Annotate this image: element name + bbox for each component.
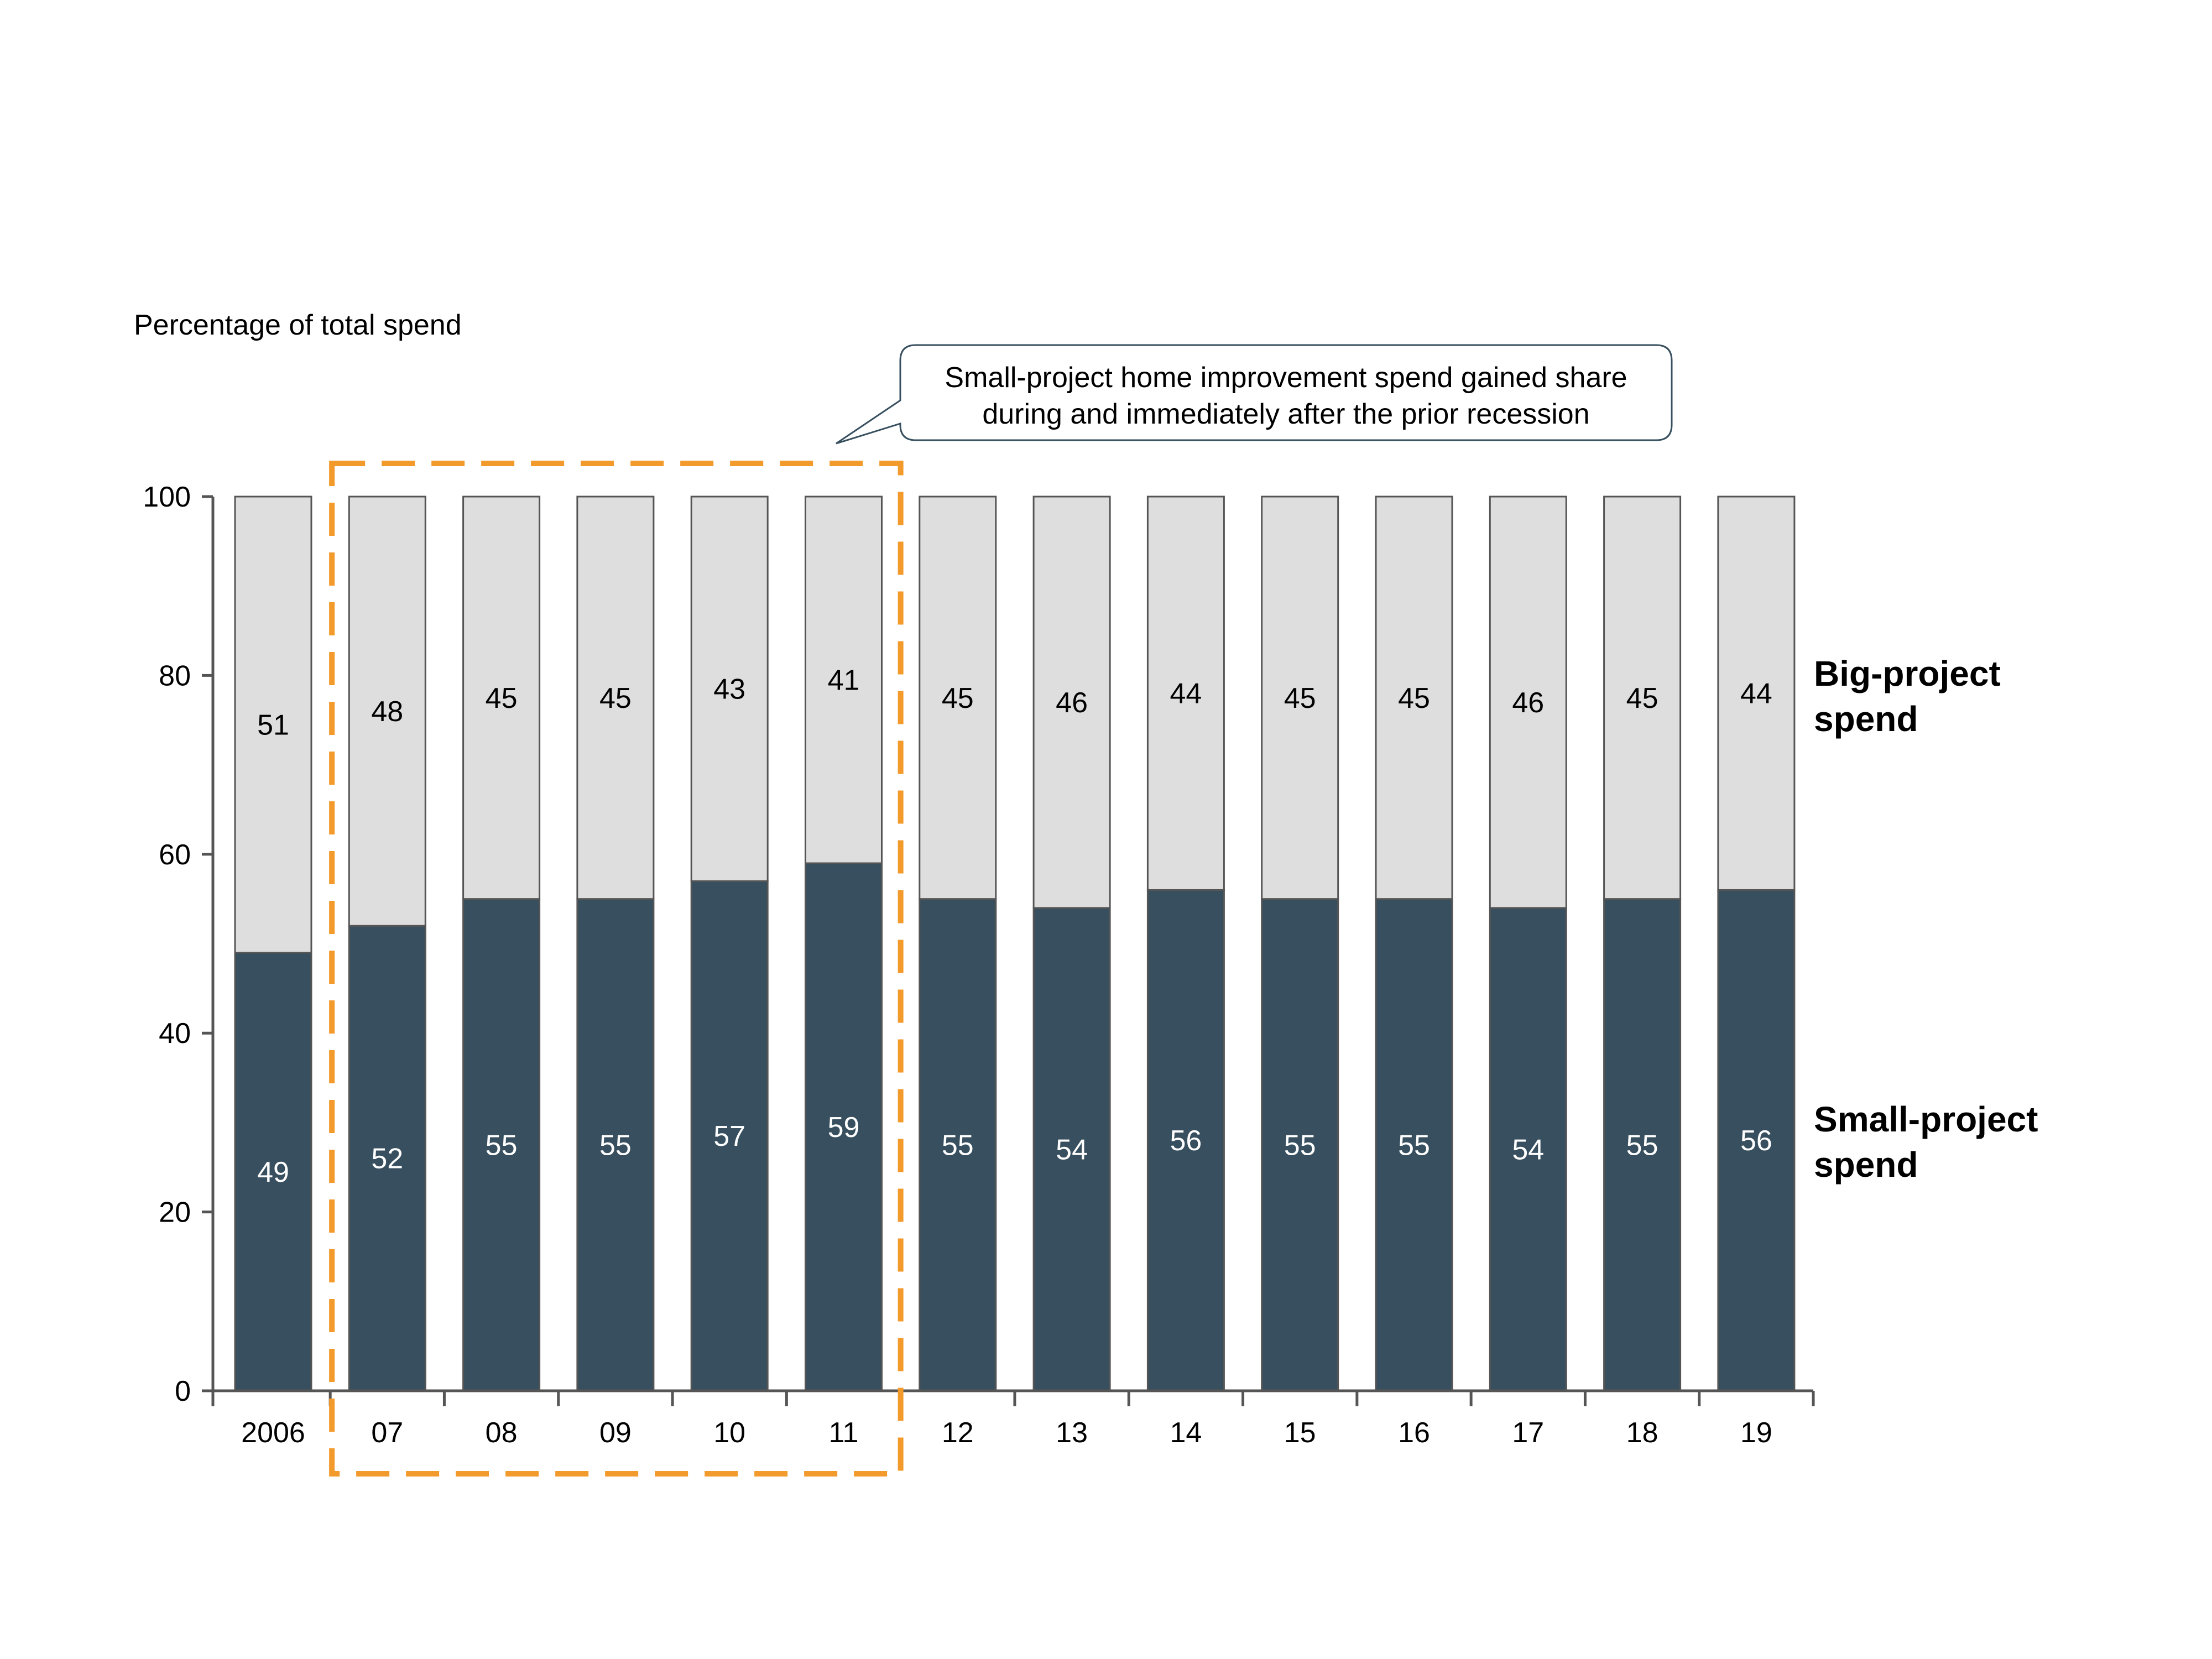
data-label: 56 (1170, 1125, 1202, 1157)
x-tick-label: 09 (599, 1417, 632, 1449)
bar-big-project-spend (1032, 495, 1111, 909)
y-tick-label: 100 (143, 481, 191, 513)
bar-big-project-spend (919, 495, 997, 900)
x-tick-label: 18 (1626, 1417, 1658, 1449)
data-label: 44 (1170, 678, 1202, 710)
bar-big-project-spend (1717, 495, 1796, 891)
data-label: 45 (486, 682, 518, 714)
bar-big-project-spend (805, 495, 883, 864)
data-label: 48 (371, 696, 403, 728)
bar-small-project-spend (462, 898, 541, 1392)
y-tick-label: 60 (159, 839, 191, 871)
y-tick-label: 20 (159, 1197, 191, 1229)
data-label: 51 (257, 709, 289, 741)
data-label: 41 (828, 664, 860, 696)
bar-small-project-spend (1261, 898, 1339, 1392)
bar-big-project-spend (348, 495, 426, 927)
highlight-box (329, 461, 904, 1477)
data-label: 54 (1512, 1134, 1544, 1166)
x-tick-label: 10 (713, 1417, 745, 1449)
y-tick-label: 0 (175, 1375, 191, 1407)
callout-text: Small-project home improvement spend gai… (945, 362, 1627, 430)
data-label: 45 (942, 682, 974, 714)
data-label: 52 (371, 1143, 403, 1175)
x-tick-label: 12 (942, 1417, 974, 1449)
series-label-line: Small-project (1814, 1099, 2038, 1139)
data-label: 54 (1056, 1134, 1088, 1166)
data-label: 56 (1740, 1125, 1772, 1157)
x-tick-label: 11 (829, 1417, 859, 1449)
bar-big-project-spend (1489, 495, 1567, 909)
data-label: 45 (1284, 682, 1316, 714)
data-label: 43 (713, 674, 745, 706)
bar-big-project-spend (1146, 495, 1225, 891)
data-label: 55 (599, 1129, 632, 1161)
highlight-layer (329, 461, 904, 1477)
data-label: 45 (1626, 682, 1658, 714)
x-tick-label: 17 (1512, 1417, 1544, 1449)
x-tick-label: 16 (1398, 1417, 1430, 1449)
data-label: 46 (1056, 687, 1088, 719)
x-tick-label: 2006 (241, 1417, 305, 1449)
bar-big-project-spend (1375, 495, 1453, 900)
bar-big-project-spend (690, 495, 769, 882)
series-label-line: spend (1814, 699, 1918, 739)
series-label-big-project-spend: Big-project spend (1814, 654, 2001, 739)
data-label: 55 (942, 1129, 974, 1161)
x-tick-label: 13 (1056, 1417, 1088, 1449)
y-axis-title: Percentage of total spend (134, 309, 462, 341)
callout-line: Small-project home improvement spend gai… (945, 362, 1627, 394)
callout-line: during and immediately after the prior r… (982, 398, 1589, 430)
y-tick-label: 80 (159, 660, 191, 692)
bar-small-project-spend (234, 952, 312, 1392)
bar-big-project-spend (462, 495, 541, 900)
data-label: 55 (486, 1129, 518, 1161)
data-label: 44 (1740, 678, 1772, 710)
bar-small-project-spend (1032, 907, 1111, 1392)
annotation-layer: Small-project home improvement spend gai… (836, 344, 1673, 445)
bars-layer (234, 495, 1796, 1392)
bar-small-project-spend (1375, 898, 1453, 1392)
data-label: 45 (1398, 682, 1430, 714)
data-label: 55 (1284, 1129, 1316, 1161)
bar-big-project-spend (1261, 495, 1339, 900)
x-tick-label: 19 (1740, 1417, 1772, 1449)
series-label-small-project-spend: Small-project spend (1814, 1099, 2038, 1185)
series-label-line: Big-project (1814, 654, 2001, 693)
x-tick-label: 07 (371, 1417, 403, 1449)
data-label: 45 (599, 682, 632, 714)
y-tick-label: 40 (159, 1018, 191, 1050)
bar-small-project-spend (805, 862, 883, 1392)
bar-small-project-spend (1717, 889, 1796, 1392)
data-label: 49 (257, 1156, 289, 1188)
data-label: 57 (713, 1120, 745, 1152)
x-tick-label: 14 (1170, 1417, 1202, 1449)
labels-layer: 49 51 52 48 55 45 55 45 57 43 59 41 55 45 54 46 56 44 55 45… (257, 654, 2038, 1188)
bar-small-project-spend (1603, 898, 1682, 1392)
data-label: 46 (1512, 687, 1544, 719)
callout-box (836, 344, 1673, 445)
bar-big-project-spend (1603, 495, 1682, 900)
bar-big-project-spend (234, 495, 312, 954)
data-label: 55 (1626, 1129, 1658, 1161)
x-tick-label: 15 (1284, 1417, 1316, 1449)
series-label-line: spend (1814, 1145, 1918, 1185)
bar-small-project-spend (1146, 889, 1225, 1392)
data-label: 59 (828, 1112, 860, 1144)
axes-layer: 0 20 40 60 80 100 2006 07 08 09 10 11 12 13 14 15 16 17 18… (134, 309, 1815, 1449)
bar-small-project-spend (919, 898, 997, 1392)
x-tick-label: 08 (486, 1417, 518, 1449)
bar-big-project-spend (576, 495, 655, 900)
bar-small-project-spend (1489, 907, 1567, 1392)
data-label: 55 (1398, 1129, 1430, 1161)
